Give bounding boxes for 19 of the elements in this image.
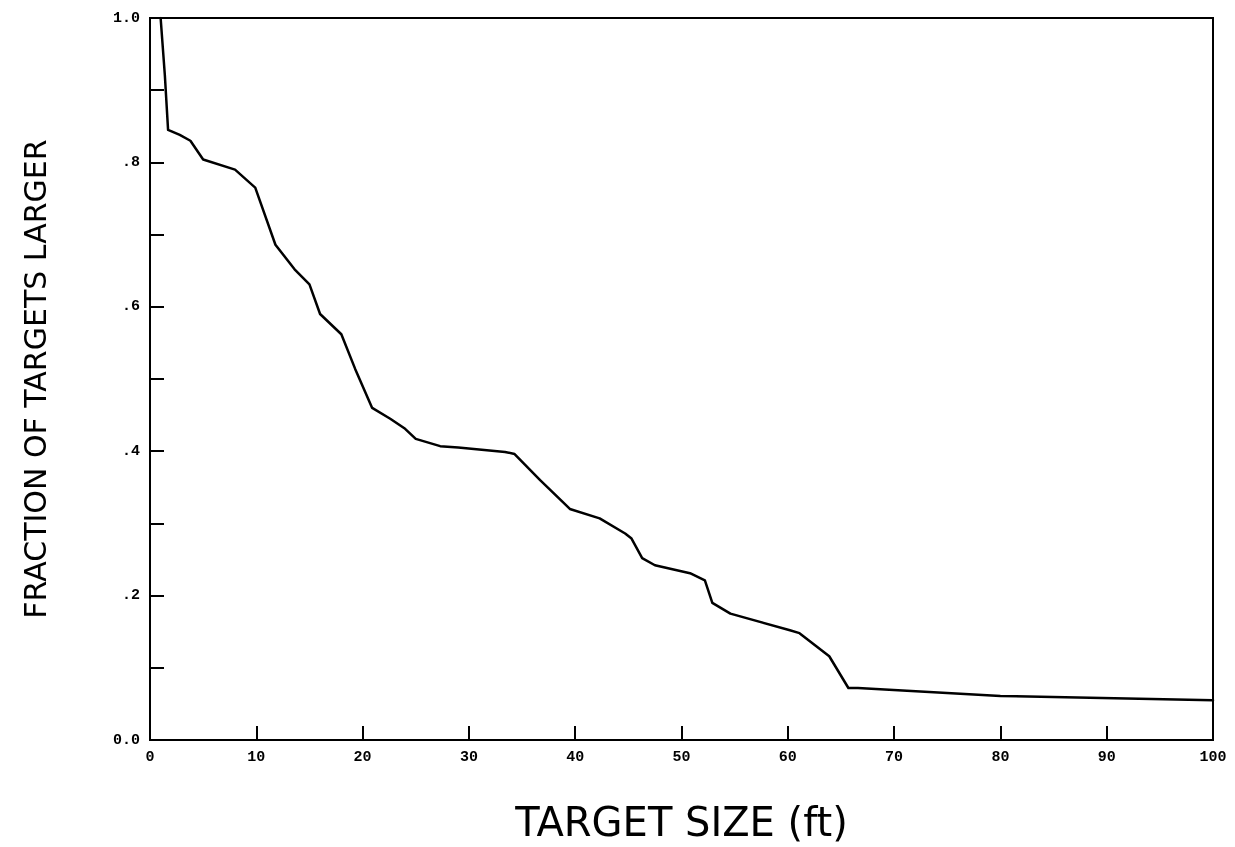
x-tick-label: 0 (145, 749, 155, 766)
x-tick-label: 80 (991, 749, 1010, 766)
x-tick-label: 50 (672, 749, 691, 766)
y-axis-title: FRACTION OF TARGETS LARGER (17, 139, 53, 619)
y-tick-label: .8 (121, 153, 140, 171)
y-tick-label: .6 (121, 298, 140, 316)
x-tick-label: 20 (353, 749, 372, 766)
x-tick-label: 100 (1199, 749, 1227, 766)
y-tick-label: .4 (121, 442, 140, 460)
y-tick-label: 0.0 (112, 731, 140, 749)
x-tick-label: 90 (1097, 749, 1116, 766)
x-tick-label: 30 (459, 749, 478, 766)
x-tick-label: 10 (247, 749, 266, 766)
x-tick-label: 60 (778, 749, 797, 766)
y-tick-label: 1.0 (112, 9, 140, 27)
x-axis-title: TARGET SIZE (ft) (514, 799, 848, 845)
y-tick-label: .2 (121, 587, 140, 605)
x-tick-label: 70 (885, 749, 904, 766)
x-tick-label: 40 (566, 749, 585, 766)
